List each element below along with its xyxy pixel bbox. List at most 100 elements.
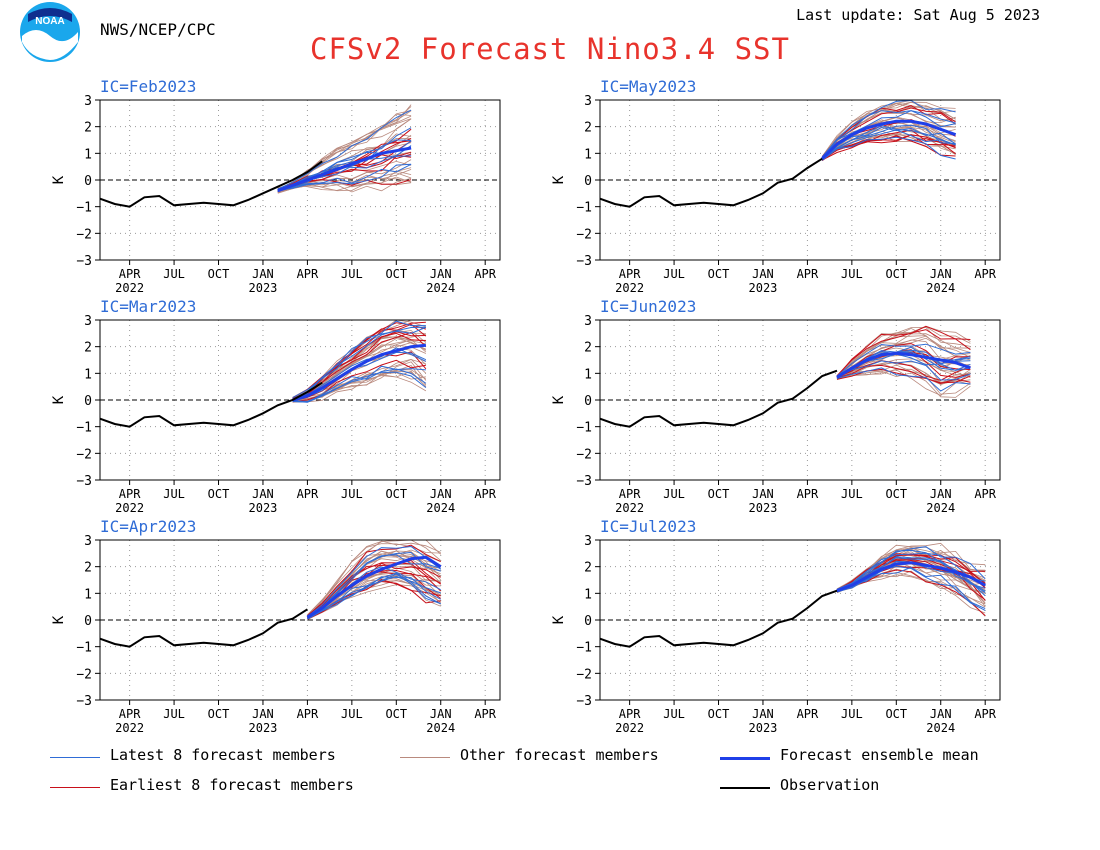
member-line-other <box>836 563 986 608</box>
member-line-other <box>292 365 427 403</box>
member-line-latest <box>821 129 956 161</box>
y-tick-label: −1 <box>76 641 92 656</box>
x-year-label: 2022 <box>615 721 644 735</box>
member-line-earliest <box>292 321 426 399</box>
member-line-latest <box>307 545 442 617</box>
chart-panel-5: IC=Apr2023 −3 −2 −1 0 1 2 3 K APR JUL OCT JAN APR JUL O… <box>51 517 501 735</box>
plot-frame <box>99 539 501 701</box>
member-line-latest <box>836 557 986 592</box>
y-tick-label: 3 <box>584 314 592 329</box>
x-tick-label: JUL <box>663 267 685 281</box>
member-line-earliest <box>836 364 971 385</box>
plot-frame <box>599 539 1001 701</box>
y-tick-label: 0 <box>84 614 92 629</box>
x-year-label: 2022 <box>115 721 144 735</box>
member-line-latest <box>821 110 956 158</box>
panel-title: IC=Feb2023 <box>100 77 196 96</box>
x-tick-label: JUL <box>841 487 863 501</box>
member-line-latest <box>307 554 441 617</box>
x-tick-label: JAN <box>752 707 774 721</box>
x-tick-label: JUL <box>841 707 863 721</box>
member-line-earliest <box>836 569 986 616</box>
x-tick-label: JUL <box>163 487 185 501</box>
x-tick-label: JUL <box>341 487 363 501</box>
chart-panel-2: IC=May2023 −3 −2 −1 0 1 2 3 K APR JUL OCT JAN APR JUL O… <box>551 77 1001 295</box>
y-axis-label: K <box>551 395 567 404</box>
page-title: CFSv2 Forecast Nino3.4 SST <box>310 32 790 66</box>
member-line-latest <box>821 110 956 160</box>
member-line-latest <box>277 109 412 190</box>
x-tick-label: APR <box>797 267 819 281</box>
y-tick-label: 1 <box>584 367 592 382</box>
x-tick-label: JAN <box>430 267 452 281</box>
member-line-latest <box>292 371 427 403</box>
legend-observation-swatch <box>720 787 770 789</box>
x-year-label: 2024 <box>426 501 455 515</box>
x-tick-label: OCT <box>885 487 907 501</box>
legend-mean-label: Forecast ensemble mean <box>780 746 979 764</box>
y-tick-label: −3 <box>76 474 92 489</box>
x-tick-label: JAN <box>930 487 952 501</box>
x-tick-label: OCT <box>208 267 230 281</box>
chart-panel-1: IC=Feb2023 −3 −2 −1 0 1 2 3 K APR JUL OCT JAN APR JUL O… <box>51 77 501 295</box>
y-tick-label: 2 <box>84 341 92 356</box>
y-tick-label: −3 <box>576 474 592 489</box>
x-tick-label: OCT <box>885 267 907 281</box>
x-tick-label: APR <box>119 487 141 501</box>
legend-other-swatch <box>400 757 450 758</box>
x-tick-label: OCT <box>708 707 730 721</box>
member-line-latest <box>821 126 956 161</box>
y-tick-label: 3 <box>84 314 92 329</box>
y-tick-label: −3 <box>576 254 592 269</box>
x-tick-label: JAN <box>252 707 274 721</box>
y-tick-label: 1 <box>84 587 92 602</box>
x-tick-label: APR <box>974 267 996 281</box>
x-tick-label: APR <box>974 707 996 721</box>
member-line-earliest <box>836 325 971 377</box>
x-tick-label: OCT <box>385 487 407 501</box>
member-line-other <box>836 335 971 377</box>
panel-title: IC=Apr2023 <box>100 517 196 536</box>
y-tick-label: 0 <box>584 174 592 189</box>
member-line-other <box>821 101 956 158</box>
x-tick-label: JAN <box>430 707 452 721</box>
y-tick-label: −1 <box>76 201 92 216</box>
ensemble-mean-line <box>277 146 412 193</box>
x-tick-label: APR <box>974 487 996 501</box>
y-tick-label: −2 <box>576 447 592 462</box>
y-tick-label: 3 <box>584 94 592 109</box>
member-line-latest <box>836 367 971 392</box>
panel-title: IC=May2023 <box>600 77 696 96</box>
member-line-other <box>307 567 441 620</box>
y-tick-label: 1 <box>584 147 592 162</box>
x-tick-label: JUL <box>341 267 363 281</box>
x-year-label: 2022 <box>115 281 144 295</box>
y-tick-label: 3 <box>84 94 92 109</box>
x-tick-label: APR <box>119 267 141 281</box>
x-year-label: 2023 <box>749 721 778 735</box>
ensemble-mean-line <box>292 343 427 402</box>
x-tick-label: JAN <box>930 267 952 281</box>
member-line-latest <box>292 347 427 400</box>
x-tick-label: APR <box>797 707 819 721</box>
x-tick-label: OCT <box>208 487 230 501</box>
x-year-label: 2022 <box>615 281 644 295</box>
y-tick-label: 3 <box>84 534 92 549</box>
member-line-latest <box>821 99 956 158</box>
x-tick-label: OCT <box>385 707 407 721</box>
member-line-latest <box>307 573 441 620</box>
ensemble-mean-line <box>836 561 986 593</box>
member-line-other <box>821 116 956 160</box>
x-tick-label: JAN <box>430 487 452 501</box>
organization-label: NWS/NCEP/CPC <box>100 20 216 39</box>
panel-title: IC=Jun2023 <box>600 297 696 316</box>
member-line-latest <box>307 576 441 620</box>
x-tick-label: JUL <box>163 707 185 721</box>
legend-earliest-swatch <box>50 787 100 788</box>
y-tick-label: −2 <box>576 227 592 242</box>
x-tick-label: JAN <box>930 707 952 721</box>
y-tick-label: −2 <box>76 447 92 462</box>
member-line-latest <box>836 360 971 381</box>
x-tick-label: APR <box>619 487 641 501</box>
